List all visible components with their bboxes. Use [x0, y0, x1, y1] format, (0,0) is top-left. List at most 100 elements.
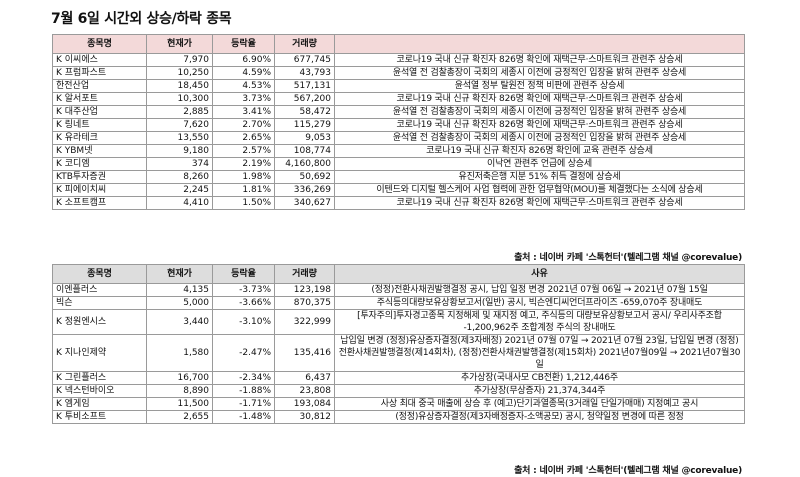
table-row: K 피에이치씨 2,245 1.81% 336,269 이텐드와 디지털 헬스케어 사업… [52, 183, 745, 197]
price-cell: 7,620 [146, 118, 213, 132]
rate-cell: 6.90% [212, 53, 275, 67]
price-cell: 2,655 [146, 410, 213, 424]
volume-cell: 43,793 [274, 66, 335, 80]
price-cell: 9,180 [146, 144, 213, 158]
rate-cell: 2.65% [212, 131, 275, 145]
reason-cell: 윤석열 전 검찰총장이 국회의 세종시 이전에 긍정적인 입장을 밝혀 관련주 … [334, 105, 745, 119]
stock-name-cell: K YBM넷 [52, 144, 147, 158]
rate-cell: 1.81% [212, 183, 275, 197]
stock-name-cell: 빅슨 [52, 296, 147, 310]
volume-cell: 108,774 [274, 144, 335, 158]
header-name: 종목명 [52, 34, 147, 54]
table-row: K 넥스턴바이오 8,890 -1.88% 23,808 추가상장(무상증자) 21,3… [52, 384, 745, 398]
header-volume: 거래량 [274, 34, 335, 54]
table-row: KTB투자증권 8,260 1.98% 50,692 유진저축은행 지분 51% 취득 … [52, 170, 745, 184]
reason-cell: 납입일 변경 (정정)유상증자결정(제3자배정) 2021년 07월 07일 →… [334, 334, 745, 372]
rate-cell: -3.10% [212, 309, 275, 335]
stock-name-cell: K 대주산업 [52, 105, 147, 119]
reason-cell: 코로나19 국내 신규 확진자 826명 확인에 재택근무·스마트워크 관련주 … [334, 92, 745, 106]
rate-cell: 2.57% [212, 144, 275, 158]
reason-cell: 추가상장(국내사모 CB전환) 1,212,446주 [334, 371, 745, 385]
rate-cell: 1.98% [212, 170, 275, 184]
rate-cell: 3.73% [212, 92, 275, 106]
table-row: 빅슨 5,000 -3.66% 870,375 주식등의대량보유상황보고서(일반) 공시… [52, 296, 745, 310]
stock-name-cell: K 피에이치씨 [52, 183, 147, 197]
price-cell: 8,890 [146, 384, 213, 398]
price-cell: 5,000 [146, 296, 213, 310]
stock-name-cell: K 그린플러스 [52, 371, 147, 385]
reason-cell: 윤석열 정부 탈원전 정책 비판에 관련주 상승세 [334, 79, 745, 93]
header-name: 종목명 [52, 264, 147, 284]
header-rate: 등락율 [212, 34, 275, 54]
volume-cell: 9,053 [274, 131, 335, 145]
rate-cell: -1.48% [212, 410, 275, 424]
reason-cell: [투자주의]투자경고종목 지정해제 및 재지정 예고, 주식등의 대량보유상황보… [334, 309, 745, 335]
volume-cell: 6,437 [274, 371, 335, 385]
stock-name-cell: K 엠게임 [52, 397, 147, 411]
page-title: 7월 6일 시간외 상승/하락 종목 [51, 11, 232, 27]
falling-stocks-table: 종목명 현재가 등락율 거래량 사유 이엔플러스 4,135 -3.73% 123,1… [52, 264, 745, 424]
rate-cell: -2.34% [212, 371, 275, 385]
table-header-row: 종목명 현재가 등락율 거래량 [52, 34, 745, 54]
volume-cell: 23,808 [274, 384, 335, 398]
volume-cell: 50,692 [274, 170, 335, 184]
reason-cell: 코로나19 국내 신규 확진자 826명 확인에 교육 관련주 상승세 [334, 144, 745, 158]
reason-cell: 코로나19 국내 신규 확진자 826명 확인에 재택근무·스마트워크 관련주 … [334, 196, 745, 210]
stock-name-cell: K 유라테크 [52, 131, 147, 145]
volume-cell: 30,812 [274, 410, 335, 424]
table-row: K 링네트 7,620 2.70% 115,279 코로나19 국내 신규 확진자 82… [52, 118, 745, 132]
volume-cell: 4,160,800 [274, 157, 335, 171]
stock-name-cell: K 정원엔시스 [52, 309, 147, 335]
stock-name-cell: KTB투자증권 [52, 170, 147, 184]
reason-cell: (정정)유상증자결정(제3자배정증자-소액공모) 공시, 청약일정 변경에 따른… [334, 410, 745, 424]
rate-cell: -2.47% [212, 334, 275, 372]
rate-cell: -3.73% [212, 283, 275, 297]
stock-name-cell: K 이씨에스 [52, 53, 147, 67]
reason-cell: 이텐드와 디지털 헬스케어 사업 협력에 관한 업무협약(MOU)를 체결했다는… [334, 183, 745, 197]
rate-cell: -3.66% [212, 296, 275, 310]
price-cell: 13,550 [146, 131, 213, 145]
price-cell: 8,260 [146, 170, 213, 184]
stock-name-cell: K 지나인제약 [52, 334, 147, 372]
rate-cell: 4.59% [212, 66, 275, 80]
price-cell: 11,500 [146, 397, 213, 411]
table-row: 한전산업 18,450 4.53% 517,131 윤석열 정부 탈원전 정책 비판에 … [52, 79, 745, 93]
rising-stocks-table: 종목명 현재가 등락율 거래량 K 이씨에스 7,970 6.90% 677,745 코… [52, 34, 745, 210]
price-cell: 18,450 [146, 79, 213, 93]
price-cell: 2,245 [146, 183, 213, 197]
volume-cell: 517,131 [274, 79, 335, 93]
volume-cell: 193,084 [274, 397, 335, 411]
volume-cell: 340,627 [274, 196, 335, 210]
stock-name-cell: 한전산업 [52, 79, 147, 93]
price-cell: 10,250 [146, 66, 213, 80]
volume-cell: 123,198 [274, 283, 335, 297]
volume-cell: 322,999 [274, 309, 335, 335]
volume-cell: 870,375 [274, 296, 335, 310]
stock-name-cell: K 넥스턴바이오 [52, 384, 147, 398]
rate-cell: 2.70% [212, 118, 275, 132]
header-reason [334, 34, 745, 54]
table-row: K 지나인제약 1,580 -2.47% 135,416 납입일 변경 (정정)유상증자… [52, 334, 745, 372]
table-row: K 그린플러스 16,700 -2.34% 6,437 추가상장(국내사모 CB전환) … [52, 371, 745, 385]
table-row: K 엠게임 11,500 -1.71% 193,084 사상 최대 중국 매출에 상승 … [52, 397, 745, 411]
header-rate: 등락율 [212, 264, 275, 284]
table-row: K 대주산업 2,885 3.41% 58,472 윤석열 전 검찰총장이 국회의 세종… [52, 105, 745, 119]
rate-cell: -1.71% [212, 397, 275, 411]
stock-name-cell: K 알서포트 [52, 92, 147, 106]
volume-cell: 336,269 [274, 183, 335, 197]
reason-cell: 윤석열 전 검찰총장이 국회의 세종시 이전에 긍정적인 입장을 밝혀 관련주 … [334, 131, 745, 145]
reason-cell: 유진저축은행 지분 51% 취득 결정에 상승세 [334, 170, 745, 184]
price-cell: 4,135 [146, 283, 213, 297]
stock-name-cell: K 소프트캠프 [52, 196, 147, 210]
reason-cell: 코로나19 국내 신규 확진자 826명 확인에 재택근무·스마트워크 관련주 … [334, 53, 745, 67]
price-cell: 7,970 [146, 53, 213, 67]
price-cell: 4,410 [146, 196, 213, 210]
price-cell: 2,885 [146, 105, 213, 119]
table-row: K 알서포트 10,300 3.73% 567,200 코로나19 국내 신규 확진자 … [52, 92, 745, 106]
table-row: K 소프트캠프 4,410 1.50% 340,627 코로나19 국내 신규 확진자 … [52, 196, 745, 210]
reason-cell: 주식등의대량보유상황보고서(일반) 공시, 빅슨엔디씨언더프라이즈 -659,0… [334, 296, 745, 310]
rate-cell: 2.19% [212, 157, 275, 171]
source-note: 출처 : 네이버 카페 '스톡헌터'(텔레그램 채널 @corevalue) [514, 466, 742, 476]
reason-cell: (정정)전환사채권발행결정 공시, 납입 일정 변경 2021년 07월 06일… [334, 283, 745, 297]
rate-cell: 1.50% [212, 196, 275, 210]
